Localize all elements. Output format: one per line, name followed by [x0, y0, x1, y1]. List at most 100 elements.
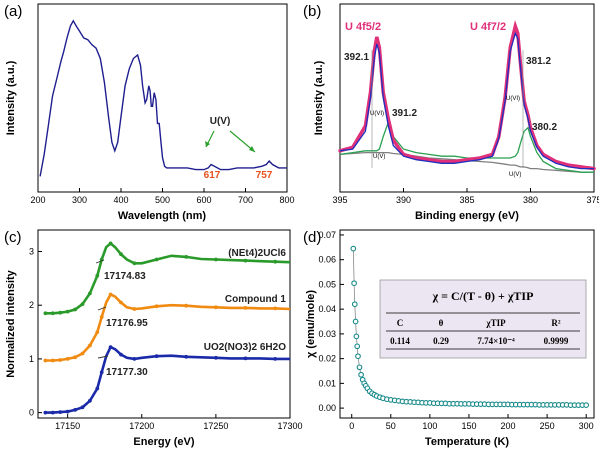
panel-b-uvi-label-1: U(VI)	[370, 111, 384, 117]
panel-b-xticks: 395 390 385 380 375	[332, 188, 599, 205]
panel-a-xtick-label-1: 300	[72, 195, 87, 205]
panel-c-edge-2: 17176.95	[106, 318, 148, 329]
panel-c-point-0-7	[95, 273, 100, 278]
panel-a-uv-annotation: U(V)	[210, 116, 231, 127]
panel-b-xtick-label-2: 385	[459, 195, 474, 205]
panel-c-point-2-24	[273, 357, 278, 361]
panel-c-point-1-5	[80, 351, 85, 356]
panel-c-point-1-16	[154, 304, 159, 309]
panel-d-frame	[339, 229, 595, 419]
panel-c-point-2-4	[73, 408, 77, 412]
panel-c-point-0-3	[65, 309, 70, 314]
panel-b-uv-label-1: U(V)	[373, 154, 385, 160]
panel-a-ylabel: Intensity (a.u.)	[5, 60, 17, 135]
panel-c-point-0-5	[80, 302, 85, 306]
panel-c-ylabel: Normalized intensity	[5, 269, 17, 377]
panel-c-point-0-24	[273, 259, 278, 264]
panel-c-point-2-14	[132, 357, 137, 361]
panel-d-ytick-label-4: 0.04	[318, 304, 336, 314]
panel-c-legend-2: Compound 1	[225, 294, 287, 305]
panel-a-xtick-label-6: 800	[279, 195, 294, 205]
panel-c-point-1-20	[214, 305, 218, 310]
panel-a-xtick-label-0: 200	[30, 195, 45, 205]
panel-b-series-0	[338, 19, 596, 171]
panel-a-peak-617: 617	[204, 170, 221, 181]
panel-d-point-2	[351, 301, 358, 308]
panel-c-ytick-label-1: 1	[29, 354, 34, 364]
fit-col-chitip: χTIP	[485, 318, 506, 328]
panel-c-xtick-label-0: 17150	[55, 421, 80, 431]
panel-a-absorption-line	[39, 19, 287, 177]
panel-c-point-2-7	[95, 386, 100, 391]
panel-d-xtick-label-2: 100	[422, 421, 437, 431]
panel-d-point-4	[353, 333, 360, 340]
panel-d-point-7	[356, 364, 363, 371]
panel-a-xtick-label-2: 400	[113, 195, 128, 205]
panel-c-xtick-label-2: 17250	[203, 421, 228, 431]
panel-d-xtick-label-0: 0	[349, 421, 354, 431]
panel-b-ylabel: Intensity (a.u.)	[313, 60, 325, 135]
panel-d-fit-box: χ = C/(T - θ) + χTIP C θ χTIP R² 0.114 0…	[379, 279, 587, 359]
panel-c-point-1-3	[65, 357, 70, 361]
panel-d: (d) χ (emu/mole) Temperature (K) 0 50 100 1…	[303, 229, 595, 448]
panel-c-ytick-label-0: 0	[29, 408, 34, 418]
panel-d-point-8	[358, 371, 364, 378]
panel-b-uv-label-2: U(V)	[509, 172, 521, 178]
panel-a-xlabel: Wavelength (nm)	[118, 210, 207, 222]
panel-c-point-1-8	[99, 315, 104, 319]
panel-c-point-1-2	[58, 358, 63, 362]
panel-d-label: (d)	[303, 229, 321, 246]
panel-c-ytick-label-3: 3	[29, 246, 34, 256]
panel-c-point-0-22	[243, 258, 248, 263]
panel-b-peak-392-1: 392.1	[344, 52, 369, 63]
panel-c-arrow-3	[97, 355, 109, 359]
fit-col-c: C	[397, 318, 404, 328]
panel-c-point-2-22	[243, 356, 248, 361]
panel-d-ytick-label-3: 0.03	[318, 329, 336, 339]
panel-d-point-70	[583, 402, 590, 408]
panel-a-xticks: 200 300 400 500 600 700 800	[30, 188, 295, 205]
fit-val-chitip: 7.74×10⁻⁴	[477, 336, 515, 346]
panel-c-ytick-label-2: 2	[29, 300, 34, 310]
panel-b-xlabel: Binding energy (eV)	[415, 210, 519, 222]
panel-c-point-1-1	[50, 358, 55, 363]
panel-c-legend-3: UO2(NO3)2 6H2O	[204, 342, 286, 353]
panel-c-point-0-6	[88, 291, 92, 296]
panel-c-point-2-5	[80, 405, 85, 410]
panel-c-point-2-8	[99, 370, 104, 375]
panel-a: (a) Intensity (a.u.) Wavelength (nm) 200…	[4, 3, 295, 222]
panel-d-ytick-label-7: 0.07	[318, 230, 336, 240]
panel-c-point-0-0	[43, 311, 48, 316]
panel-c-series	[43, 241, 291, 415]
panel-c-point-0-14	[132, 261, 137, 266]
panel-c-legend-1: (NEt4)2UCl6	[228, 248, 286, 259]
panel-d-points	[350, 245, 590, 408]
panel-c-point-1-0	[43, 358, 48, 363]
panel-a-xtick-label-5: 700	[238, 195, 253, 205]
panel-c-xlabel: Energy (eV)	[133, 436, 194, 448]
panel-d-point-6	[355, 353, 361, 360]
panel-c-point-2-16	[154, 354, 159, 359]
panel-c-point-2-10	[108, 345, 113, 349]
panel-c-label: (c)	[4, 229, 22, 246]
panel-c-point-0-18	[184, 255, 189, 259]
panel-c-arrow-1	[95, 259, 105, 264]
panel-d-ytick-label-2: 0.02	[318, 354, 336, 364]
panel-c-point-2-20	[214, 355, 218, 360]
panel-c-point-0-1	[50, 311, 55, 316]
panel-b-uvi-label-2: U(VI)	[506, 96, 520, 102]
panel-c-point-1-7	[95, 330, 100, 334]
panel-b-u4f72: U 4f7/2	[470, 21, 506, 33]
fit-col-r2: R²	[551, 318, 560, 328]
panel-b-xtick-label-0: 395	[332, 195, 347, 205]
fit-val-c: 0.114	[390, 336, 410, 346]
fit-equation: χ = C/(T - θ) + χTIP	[432, 289, 534, 303]
panel-c-point-0-10	[108, 241, 113, 246]
panel-c-point-2-1	[50, 410, 55, 415]
panel-d-ytick-label-0: 0.00	[318, 403, 336, 413]
panel-b-peak-380-2: 380.2	[532, 122, 557, 133]
panel-a-label: (a)	[4, 3, 22, 20]
panel-d-point-3	[352, 318, 359, 325]
panel-d-xtick-label-3: 150	[461, 421, 476, 431]
panel-b-series-3	[339, 151, 594, 173]
